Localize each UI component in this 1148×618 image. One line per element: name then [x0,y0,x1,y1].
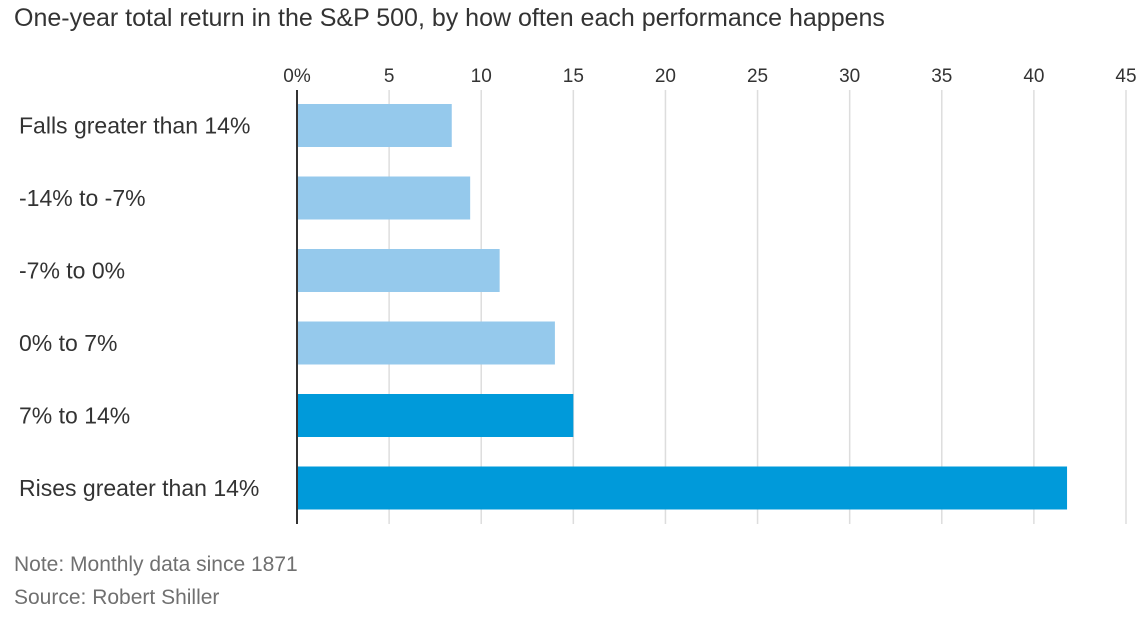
x-tick-label: 15 [563,66,584,87]
x-tick-label: 35 [931,66,952,87]
category-label: 0% to 7% [19,330,117,356]
x-tick-label: 20 [655,66,676,87]
x-tick-label: 30 [839,66,860,87]
chart-note: Note: Monthly data since 1871 [14,553,298,576]
gridlines [388,90,1127,524]
category-label: -14% to -7% [19,185,146,211]
x-tick-label: 10 [471,66,492,87]
chart-source: Source: Robert Shiller [14,586,220,609]
category-label: Falls greater than 14% [19,113,250,139]
x-tick-label: 45 [1115,66,1136,87]
category-labels: Falls greater than 14% -14% to -7% -7% to … [19,113,259,502]
bar-3 [297,249,500,292]
x-tick-label: 5 [384,66,395,87]
x-tick-label: 40 [1023,66,1044,87]
x-tick-label: 0% [283,66,311,87]
bar-6 [297,466,1068,510]
bar-2 [297,176,471,220]
bars [297,104,1068,510]
bar-1 [297,104,452,147]
x-axis-ticks: 0% 5 10 15 20 25 30 35 40 45 [283,66,1136,87]
chart-title: One-year total return in the S&P 500, by… [14,4,885,32]
category-label: 7% to 14% [19,403,130,429]
category-label: -7% to 0% [19,258,125,284]
category-label: Rises greater than 14% [19,475,259,501]
bar-5 [297,394,574,437]
bar-4 [297,321,555,365]
x-tick-label: 25 [747,66,768,87]
